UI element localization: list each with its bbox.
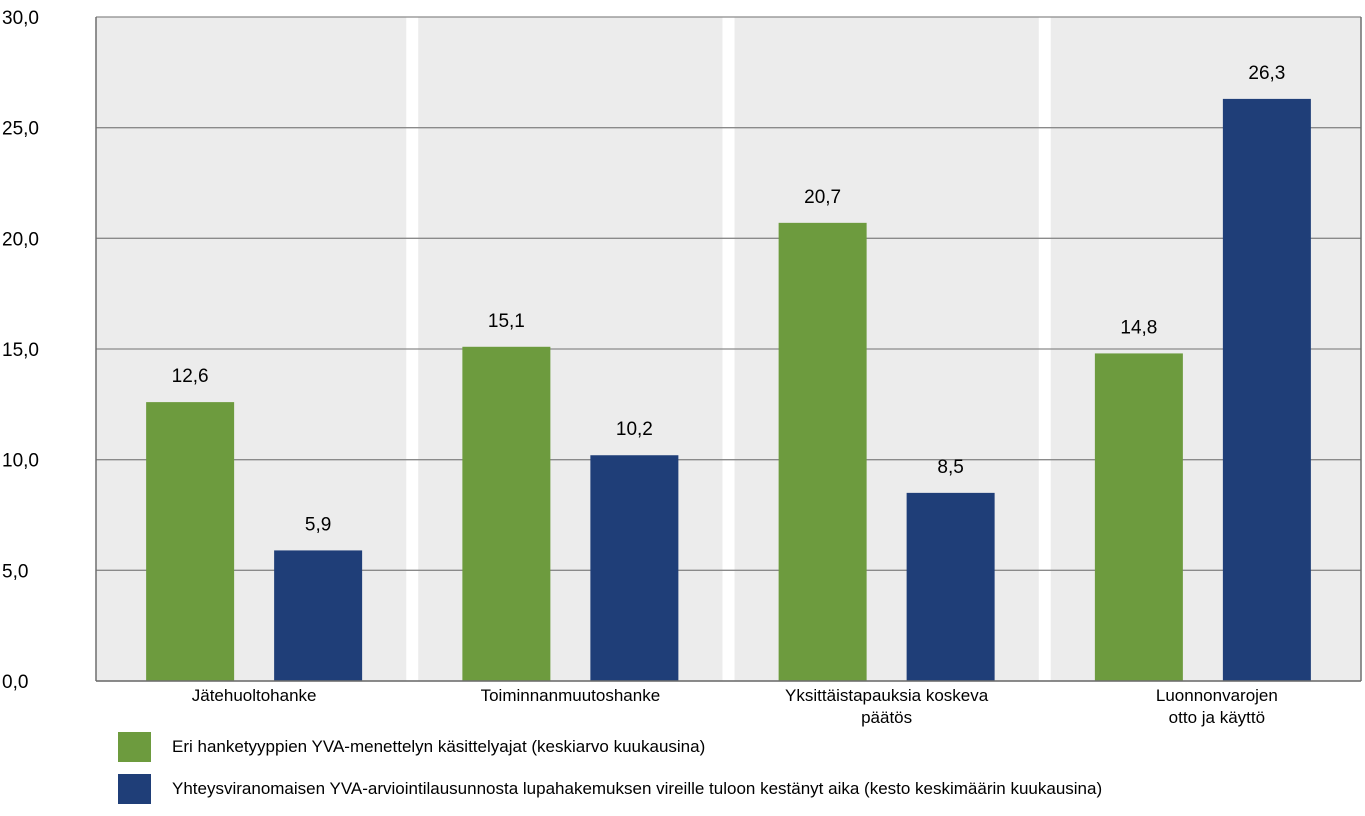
x-tick-label: Yksittäistapauksia koskeva <box>785 686 989 705</box>
legend-item-series-1: Eri hanketyyppien YVA-menettelyn käsitte… <box>118 732 1102 762</box>
legend-label-series-1: Eri hanketyyppien YVA-menettelyn käsitte… <box>172 737 706 756</box>
y-tick-label: 15,0 <box>2 340 39 361</box>
bar-series1-cat3 <box>778 222 867 681</box>
legend-label-series-2: Yhteysviranomaisen YVA-arviointilausunno… <box>172 779 1103 798</box>
bar-series1-cat1 <box>146 402 235 681</box>
x-tick-label: Toiminnanmuutoshanke <box>481 686 661 705</box>
x-tick-label: Luonnonvarojen <box>1156 686 1278 705</box>
x-tick-label: Jätehuoltohanke <box>192 686 317 705</box>
data-label: 8,5 <box>937 457 963 478</box>
legend-item-series-2: Yhteysviranomaisen YVA-arviointilausunno… <box>118 774 1102 804</box>
bars: 12,6 15,1 20,7 14,8 5,9 10,2 8,5 26,3 <box>146 63 1311 682</box>
bar-series2-cat2 <box>590 455 679 681</box>
x-tick-label: päätös <box>861 708 912 727</box>
y-tick-label: 20,0 <box>2 229 39 250</box>
legend-swatch-blue <box>118 774 151 804</box>
data-label: 20,7 <box>804 187 841 208</box>
data-label: 10,2 <box>616 419 653 440</box>
legend-swatch-green <box>118 732 151 762</box>
bar-series2-cat1 <box>274 550 363 681</box>
y-tick-label: 25,0 <box>2 119 39 140</box>
legend: Eri hanketyyppien YVA-menettelyn käsitte… <box>118 732 1102 816</box>
bar-series2-cat4 <box>1222 98 1311 682</box>
x-axis: Jätehuoltohanke Toiminnanmuutoshanke Yksit… <box>96 680 1361 727</box>
y-tick-label: 30,0 <box>2 8 39 29</box>
bar-series2-cat3 <box>906 492 995 681</box>
data-label: 5,9 <box>305 514 331 535</box>
bar-series1-cat4 <box>1094 353 1183 681</box>
y-tick-label: 0,0 <box>2 672 28 693</box>
data-label: 26,3 <box>1248 63 1285 84</box>
data-label: 15,1 <box>488 311 525 332</box>
data-label: 12,6 <box>172 366 209 387</box>
bar-series1-cat2 <box>462 346 551 681</box>
data-label: 14,8 <box>1120 317 1157 338</box>
y-axis: 0,0 5,0 10,0 15,0 20,0 25,0 30,0 <box>2 8 1362 693</box>
x-tick-label: otto ja käyttö <box>1169 708 1265 727</box>
y-tick-label: 10,0 <box>2 451 39 472</box>
y-tick-label: 5,0 <box>2 561 28 582</box>
